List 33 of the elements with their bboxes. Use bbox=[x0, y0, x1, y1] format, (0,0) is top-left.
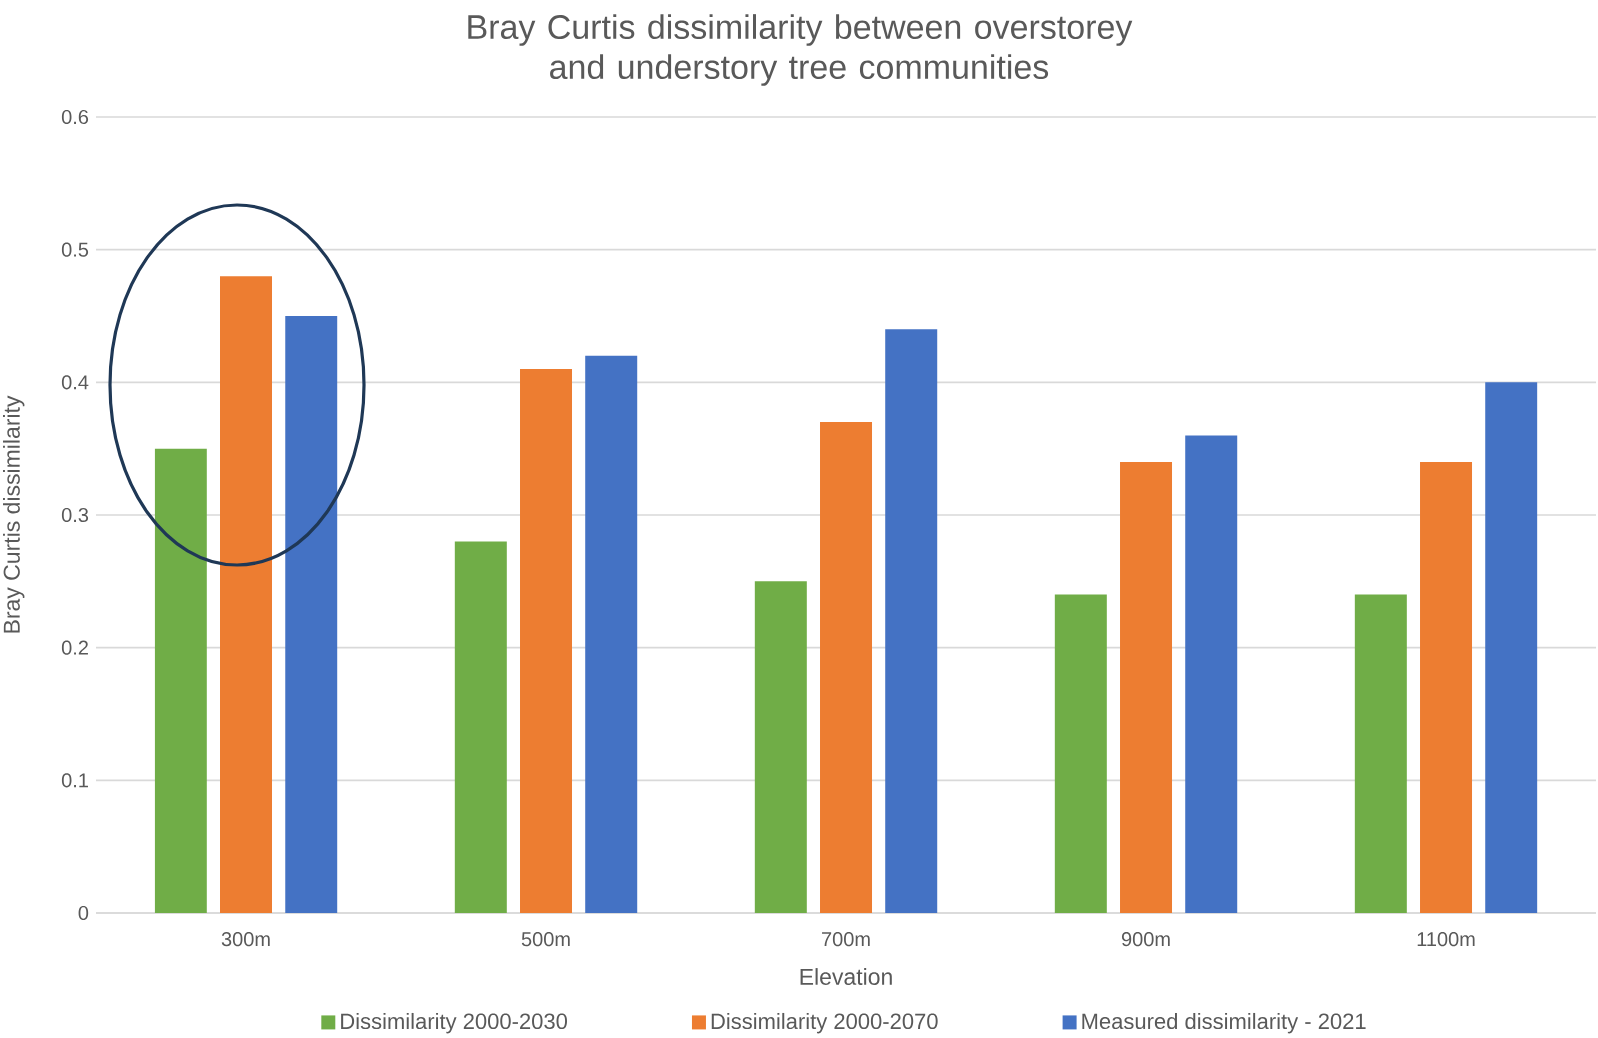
bar bbox=[885, 329, 938, 913]
x-tick-label: 1100m bbox=[1417, 932, 1475, 947]
y-tick-label: 0.4 bbox=[61, 375, 89, 390]
y-tick-label: 0.2 bbox=[61, 640, 88, 655]
y-axis-title: Bray Curtis dissimilarity bbox=[3, 395, 25, 633]
bar bbox=[285, 315, 338, 913]
y-tick-label: 0.1 bbox=[61, 773, 88, 788]
bar bbox=[520, 369, 573, 913]
x-tick-label: 700m bbox=[822, 932, 870, 947]
x-tick-label: 900m bbox=[1121, 932, 1170, 947]
bar bbox=[220, 276, 272, 913]
bar bbox=[754, 581, 807, 913]
x-tick-label: 300m bbox=[221, 932, 270, 947]
y-tick-label: 0.3 bbox=[61, 507, 89, 523]
x-tick-label: 500m bbox=[521, 932, 570, 947]
bar bbox=[1354, 594, 1407, 913]
bar bbox=[1485, 382, 1538, 913]
bar bbox=[820, 422, 873, 913]
bar bbox=[585, 355, 638, 913]
bar bbox=[154, 448, 207, 913]
bar bbox=[1185, 435, 1238, 913]
x-axis-title: Elevation bbox=[800, 968, 892, 985]
legend-label: Dissimilarity 2000-2030 bbox=[341, 1012, 568, 1034]
bar bbox=[1120, 461, 1173, 913]
legend-label: Measured dissimilarity - 2021 bbox=[1082, 1012, 1366, 1034]
bar bbox=[454, 541, 507, 913]
y-tick-label: 0.5 bbox=[61, 242, 89, 257]
bar bbox=[1420, 461, 1473, 913]
y-tick-label: 0 bbox=[78, 905, 89, 921]
bar bbox=[1054, 594, 1107, 913]
y-tick-label: 0.6 bbox=[61, 109, 89, 125]
chart-title: Bray Curtis dissimilarity between overstorey and understory tree communities bbox=[468, 14, 1133, 86]
legend-label: Dissimilarity 2000-2070 bbox=[711, 1012, 938, 1034]
